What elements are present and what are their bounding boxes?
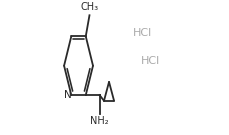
Text: HCl: HCl bbox=[140, 56, 159, 66]
Text: NH₂: NH₂ bbox=[90, 116, 109, 126]
Text: N: N bbox=[64, 90, 71, 100]
Text: HCl: HCl bbox=[132, 28, 152, 38]
Text: CH₃: CH₃ bbox=[80, 2, 98, 12]
